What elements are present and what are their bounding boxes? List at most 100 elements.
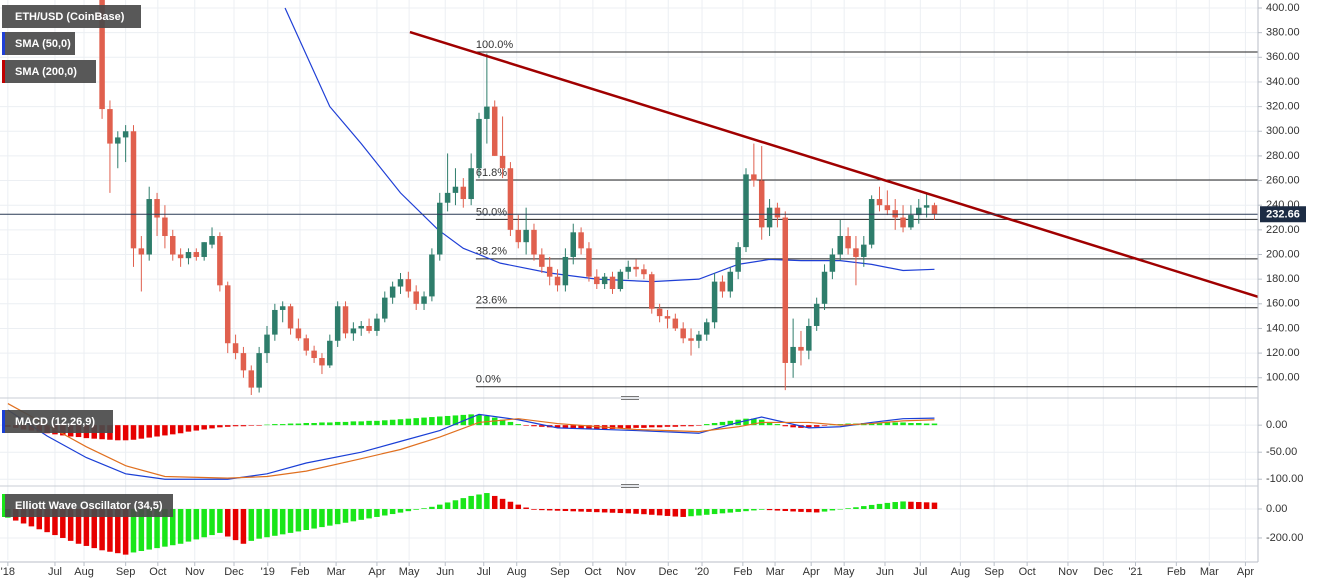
histogram-bar: [185, 508, 192, 542]
candle-body: [515, 229, 522, 243]
histogram-bar: [617, 425, 624, 429]
histogram-bar: [813, 508, 820, 513]
histogram-bar: [719, 421, 726, 426]
candle-body: [523, 229, 529, 243]
histogram-bar: [672, 425, 679, 427]
x-tick-label: Oct: [1019, 566, 1036, 578]
histogram-bar: [774, 508, 781, 511]
histogram-bar: [83, 508, 90, 546]
histogram-bar: [884, 502, 891, 509]
legend-box[interactable]: [2, 5, 141, 28]
histogram-bar: [334, 508, 341, 525]
legend-box[interactable]: [2, 494, 173, 517]
candle-body: [484, 106, 490, 119]
y-tick-label: 200.00: [1266, 248, 1300, 260]
candle-body: [868, 199, 875, 245]
histogram-bar: [908, 501, 914, 509]
candle-body: [743, 174, 749, 248]
resize-handle[interactable]: [621, 396, 639, 488]
y-tick-label: -200.00: [1266, 532, 1303, 544]
histogram-bar: [790, 425, 796, 428]
candle-body: [845, 236, 851, 249]
candle-body: [232, 343, 239, 354]
histogram-bar: [413, 418, 419, 426]
x-tick-label: Nov: [1058, 566, 1078, 578]
x-tick-label: Nov: [185, 566, 205, 578]
x-tick-label: '19: [261, 566, 275, 578]
y-tick-label: 360.00: [1266, 51, 1300, 63]
legend-swatch: [2, 494, 5, 517]
histogram-bar: [774, 424, 781, 426]
candle-body: [382, 297, 388, 319]
histogram-bar: [531, 508, 537, 510]
candle-body: [397, 279, 404, 287]
candle-body: [374, 318, 380, 331]
histogram-bar: [476, 414, 482, 426]
histogram-bar: [554, 425, 561, 428]
histogram-bar: [272, 508, 278, 536]
candle-body: [664, 316, 671, 319]
y-tick-label: 180.00: [1266, 273, 1300, 285]
trendline: [409, 30, 1258, 298]
histogram-bar: [209, 425, 215, 429]
candle-body: [609, 276, 616, 290]
candle-body: [264, 334, 270, 354]
histogram-bar: [91, 508, 97, 549]
histogram-bar: [115, 425, 121, 441]
histogram-bar: [829, 508, 836, 511]
candle-body: [452, 186, 459, 193]
candle-body: [224, 285, 231, 344]
histogram-bar: [664, 425, 671, 427]
fib-label: 38.2%: [476, 246, 507, 258]
candle-body: [405, 279, 412, 292]
legend-box[interactable]: [2, 410, 113, 433]
candle-body: [256, 353, 262, 388]
y-tick-label: 380.00: [1266, 27, 1300, 39]
candle-body: [162, 217, 168, 237]
histogram-bar: [342, 421, 349, 426]
histogram-bar: [515, 424, 522, 426]
candle-body: [421, 296, 427, 304]
x-tick-label: Jul: [477, 566, 491, 578]
candle-body: [711, 281, 718, 323]
histogram-bar: [688, 508, 694, 517]
histogram-bar: [358, 421, 364, 426]
y-tick-label: 400.00: [1266, 2, 1300, 14]
histogram-bar: [727, 420, 734, 426]
histogram-bar: [327, 508, 333, 526]
x-tick-label: Feb: [733, 566, 752, 578]
legend-box[interactable]: [2, 32, 75, 55]
histogram-bar: [562, 425, 569, 429]
histogram-bar: [279, 424, 286, 426]
handle-bar: [621, 484, 639, 485]
histogram-bar: [468, 414, 474, 426]
histogram-bar: [75, 508, 82, 544]
x-tick-label: '18: [1, 566, 15, 578]
candle-body: [334, 306, 341, 341]
histogram-bar: [374, 508, 380, 517]
histogram-bar: [279, 508, 286, 535]
histogram-bar: [845, 508, 851, 509]
histogram-bar: [923, 423, 930, 426]
legend-label: SMA (200,0): [15, 66, 77, 78]
legend-box[interactable]: [2, 60, 96, 83]
histogram-bar: [539, 508, 545, 511]
histogram-bar: [437, 416, 443, 426]
histogram-bar: [366, 508, 372, 519]
candle-body: [680, 328, 686, 339]
histogram-bar: [130, 425, 137, 440]
candle-body: [916, 207, 922, 216]
x-tick-label: Apr: [1237, 566, 1254, 578]
fib-label: 100.0%: [476, 39, 514, 51]
x-tick-label: May: [834, 566, 855, 578]
histogram-bar: [751, 508, 757, 511]
candle-body: [185, 252, 192, 259]
candle-body: [641, 269, 647, 275]
histogram-bar: [633, 425, 639, 428]
histogram-bar: [523, 507, 529, 509]
histogram-bar: [138, 508, 145, 552]
histogram-bar: [758, 508, 765, 510]
histogram-bar: [444, 415, 451, 426]
histogram-bar: [656, 425, 663, 428]
histogram-bar: [319, 508, 325, 528]
